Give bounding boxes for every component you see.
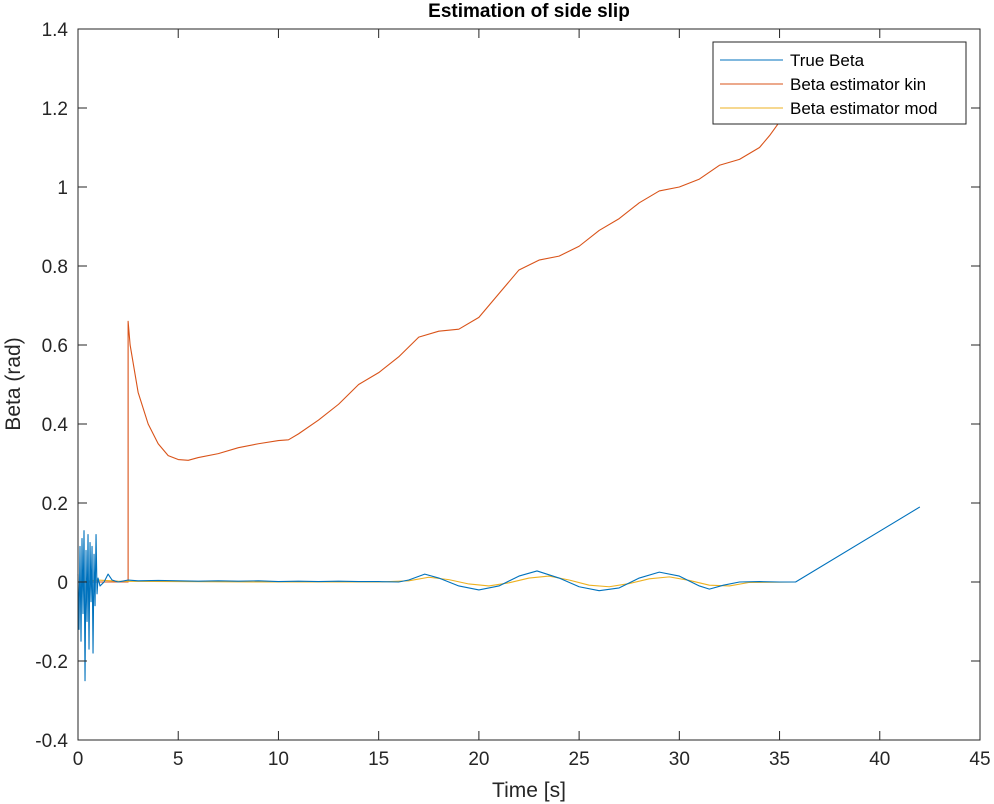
chart-title: Estimation of side slip xyxy=(428,1,630,22)
legend: True Beta Beta estimator kin Beta estimato… xyxy=(712,41,967,125)
y-tick-label: 0.4 xyxy=(42,415,69,436)
x-tick-label: 0 xyxy=(73,749,84,770)
y-tick-label: 1 xyxy=(57,178,68,199)
plot-area xyxy=(78,29,980,740)
y-tick-label: 0.6 xyxy=(42,336,68,357)
y-axis-label: Beta (rad) xyxy=(2,337,25,430)
y-tick-label: 1.4 xyxy=(42,20,69,41)
y-tick-label: 0.8 xyxy=(42,257,68,278)
x-axis-label: Time [s] xyxy=(492,779,566,802)
x-tick-label: 40 xyxy=(869,749,890,770)
x-tick-label: 15 xyxy=(368,749,389,770)
y-tick-label: -0.2 xyxy=(35,652,68,673)
x-tick-label: 25 xyxy=(569,749,590,770)
series-line-beta-estimator-kin xyxy=(78,99,800,583)
legend-box xyxy=(712,41,967,125)
axes-box xyxy=(77,28,981,741)
x-tick-label: 45 xyxy=(969,749,990,770)
y-tick-label: 0 xyxy=(57,573,68,594)
legend-label: True Beta xyxy=(790,51,865,70)
x-tick-label: 35 xyxy=(769,749,790,770)
series-line-true-beta xyxy=(77,506,921,682)
x-tick-label: 20 xyxy=(468,749,489,770)
y-tick-label: 0.2 xyxy=(42,494,68,515)
x-tick-label: 30 xyxy=(669,749,690,770)
y-tick-label: -0.4 xyxy=(35,731,68,752)
legend-label: Beta estimator kin xyxy=(790,75,926,94)
legend-label: Beta estimator mod xyxy=(790,99,937,118)
x-tick-label: 5 xyxy=(173,749,184,770)
x-tick-label: 10 xyxy=(268,749,289,770)
y-tick-label: 1.2 xyxy=(42,99,68,120)
